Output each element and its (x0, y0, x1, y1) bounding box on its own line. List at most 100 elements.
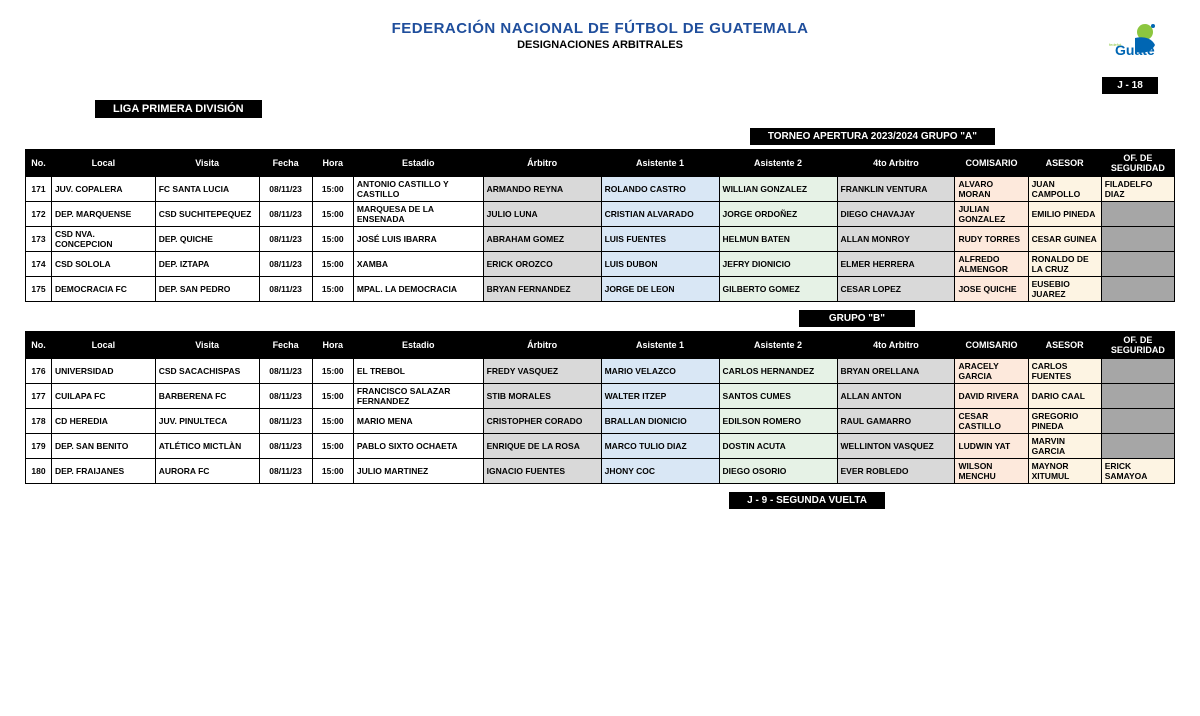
cell-arbitro: ENRIQUE DE LA ROSA (483, 434, 601, 459)
cell-a4: EVER ROBLEDO (837, 459, 955, 484)
table-row: 175DEMOCRACIA FCDEP. SAN PEDRO08/11/2315… (26, 277, 1175, 302)
subtitle: DESIGNACIONES ARBITRALES (115, 39, 1085, 51)
col-header: No. (26, 332, 52, 359)
cell-hora: 15:00 (312, 409, 353, 434)
table-row: 179DEP. SAN BENITOATLÉTICO MICTLÀN08/11/… (26, 434, 1175, 459)
cell-a2: JORGE ORDOÑEZ (719, 202, 837, 227)
cell-a1: MARCO TULIO DIAZ (601, 434, 719, 459)
col-header: Asistente 1 (601, 332, 719, 359)
cell-a4: FRANKLIN VENTURA (837, 177, 955, 202)
cell-fecha: 08/11/23 (259, 177, 312, 202)
col-header: Estadio (353, 150, 483, 177)
table-row: 173CSD NVA. CONCEPCIONDEP. QUICHE08/11/2… (26, 227, 1175, 252)
cell-hora: 15:00 (312, 359, 353, 384)
cell-no: 178 (26, 409, 52, 434)
cell-hora: 15:00 (312, 459, 353, 484)
cell-a4: WELLINTON VASQUEZ (837, 434, 955, 459)
cell-visita: DEP. IZTAPA (155, 252, 259, 277)
col-header: Visita (155, 332, 259, 359)
cell-seg (1101, 252, 1174, 277)
cell-a1: LUIS FUENTES (601, 227, 719, 252)
cell-a4: ALLAN MONROY (837, 227, 955, 252)
col-header: 4to Arbitro (837, 332, 955, 359)
cell-hora: 15:00 (312, 384, 353, 409)
grupo-b-band: GRUPO "B" (799, 310, 915, 327)
cell-ase: EMILIO PINEDA (1028, 202, 1101, 227)
table-row: 171JUV. COPALERAFC SANTA LUCIA08/11/2315… (26, 177, 1175, 202)
cell-arbitro: BRYAN FERNANDEZ (483, 277, 601, 302)
cell-visita: FC SANTA LUCIA (155, 177, 259, 202)
col-header: Asistente 2 (719, 150, 837, 177)
cell-arbitro: ERICK OROZCO (483, 252, 601, 277)
table-row: 180DEP. FRAIJANESAURORA FC08/11/2315:00J… (26, 459, 1175, 484)
cell-com: DAVID RIVERA (955, 384, 1028, 409)
cell-fecha: 08/11/23 (259, 384, 312, 409)
cell-estadio: ANTONIO CASTILLO Y CASTILLO (353, 177, 483, 202)
cell-no: 175 (26, 277, 52, 302)
cell-ase: RONALDO DE LA CRUZ (1028, 252, 1101, 277)
cell-a4: RAUL GAMARRO (837, 409, 955, 434)
cell-arbitro: JULIO LUNA (483, 202, 601, 227)
table-row: 178CD HEREDIAJUV. PINULTECA08/11/2315:00… (26, 409, 1175, 434)
cell-fecha: 08/11/23 (259, 434, 312, 459)
cell-ase: GREGORIO PINEDA (1028, 409, 1101, 434)
torneo-band: TORNEO APERTURA 2023/2024 GRUPO "A" (750, 128, 995, 145)
cell-a1: JHONY COC (601, 459, 719, 484)
cell-a4: CESAR LOPEZ (837, 277, 955, 302)
col-header: Local (51, 150, 155, 177)
col-header: Hora (312, 332, 353, 359)
cell-fecha: 08/11/23 (259, 459, 312, 484)
cell-no: 174 (26, 252, 52, 277)
col-header: ASESOR (1028, 150, 1101, 177)
cell-local: DEP. SAN BENITO (51, 434, 155, 459)
cell-seg: ERICK SAMAYOA (1101, 459, 1174, 484)
cell-visita: CSD SUCHITEPEQUEZ (155, 202, 259, 227)
cell-no: 177 (26, 384, 52, 409)
cell-seg (1101, 434, 1174, 459)
cell-visita: DEP. SAN PEDRO (155, 277, 259, 302)
cell-a4: DIEGO CHAVAJAY (837, 202, 955, 227)
cell-hora: 15:00 (312, 252, 353, 277)
col-header: OF. DE SEGURIDAD (1101, 150, 1174, 177)
cell-a1: MARIO VELAZCO (601, 359, 719, 384)
cell-local: CD HEREDIA (51, 409, 155, 434)
cell-local: CUILAPA FC (51, 384, 155, 409)
col-header: COMISARIO (955, 332, 1028, 359)
cell-ase: EUSEBIO JUAREZ (1028, 277, 1101, 302)
cell-ase: DARIO CAAL (1028, 384, 1101, 409)
table-row: 176UNIVERSIDADCSD SACACHISPAS08/11/2315:… (26, 359, 1175, 384)
cell-no: 176 (26, 359, 52, 384)
col-header: Fecha (259, 150, 312, 177)
cell-no: 172 (26, 202, 52, 227)
col-header: Visita (155, 150, 259, 177)
cell-a2: HELMUN BATEN (719, 227, 837, 252)
cell-local: JUV. COPALERA (51, 177, 155, 202)
table-group-b: No.LocalVisitaFechaHoraEstadioÁrbitroAsi… (25, 331, 1175, 484)
cell-hora: 15:00 (312, 227, 353, 252)
cell-ase: CESAR GUINEA (1028, 227, 1101, 252)
cell-local: DEP. FRAIJANES (51, 459, 155, 484)
cell-estadio: MARQUESA DE LA ENSENADA (353, 202, 483, 227)
cell-fecha: 08/11/23 (259, 252, 312, 277)
cell-fecha: 08/11/23 (259, 409, 312, 434)
col-header: Fecha (259, 332, 312, 359)
cell-seg (1101, 384, 1174, 409)
cell-arbitro: ABRAHAM GOMEZ (483, 227, 601, 252)
col-header: Árbitro (483, 332, 601, 359)
cell-seg (1101, 359, 1174, 384)
col-header: Local (51, 332, 155, 359)
cell-no: 180 (26, 459, 52, 484)
col-header: COMISARIO (955, 150, 1028, 177)
cell-a2: DOSTIN ACUTA (719, 434, 837, 459)
logo-block: Guate fedefut J - 18 (1085, 20, 1175, 94)
cell-estadio: PABLO SIXTO OCHAETA (353, 434, 483, 459)
cell-seg (1101, 277, 1174, 302)
cell-local: CSD SOLOLA (51, 252, 155, 277)
col-header: Hora (312, 150, 353, 177)
cell-hora: 15:00 (312, 277, 353, 302)
table-row: 172DEP. MARQUENSECSD SUCHITEPEQUEZ08/11/… (26, 202, 1175, 227)
cell-a1: JORGE DE LEON (601, 277, 719, 302)
cell-hora: 15:00 (312, 434, 353, 459)
cell-com: JULIAN GONZALEZ (955, 202, 1028, 227)
cell-visita: ATLÉTICO MICTLÀN (155, 434, 259, 459)
